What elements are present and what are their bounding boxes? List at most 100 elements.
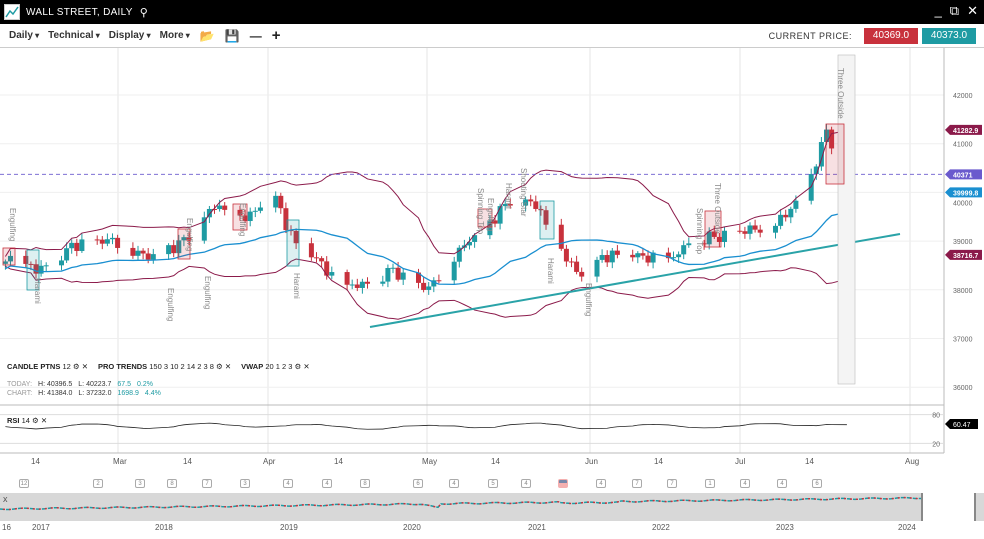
menu-daily[interactable]: Daily [9, 30, 39, 41]
candle-up [252, 210, 258, 212]
price-marker [945, 124, 982, 135]
close-icon[interactable]: ✕ [81, 362, 88, 371]
pattern-highlight [477, 208, 493, 228]
event-badge[interactable]: 7 [667, 479, 677, 488]
gear-icon[interactable]: ⚙ [72, 362, 80, 371]
event-badge[interactable]: 3 [135, 479, 145, 488]
popout-icon[interactable]: ⧉ [949, 3, 960, 18]
navigator-window-handle[interactable] [921, 493, 976, 521]
candle-up [104, 239, 110, 244]
indicator-params: 14 [21, 416, 30, 425]
event-badge[interactable]: 4 [283, 479, 293, 488]
candle-up [788, 208, 794, 218]
flag-icon[interactable] [558, 479, 568, 488]
stats-chart: CHART: H: 41384.0 L: 37232.0 1698.9 4.4% [7, 390, 167, 397]
event-badge[interactable]: 6 [413, 479, 423, 488]
pattern-highlight [539, 200, 555, 240]
candle-up [671, 257, 676, 259]
ask-price-button[interactable]: 40373.0 [922, 28, 976, 44]
event-badge[interactable]: 2 [93, 479, 103, 488]
candle-up [472, 235, 478, 242]
event-badge[interactable]: 8 [360, 479, 370, 488]
event-badge[interactable]: 4 [740, 479, 750, 488]
price-chart[interactable]: 42000 41000 40000 39000 38000 37000 36000 Engul… [0, 48, 984, 493]
gear-icon[interactable]: ⚙ [294, 362, 302, 371]
minimize-icon[interactable]: _ [934, 3, 942, 18]
candle-up [380, 281, 386, 284]
navigator[interactable]: x [0, 493, 984, 521]
close-icon[interactable]: ✕ [967, 3, 978, 18]
x-tick-label: 14 [183, 457, 192, 466]
candle-up [181, 237, 187, 241]
candle-up [497, 206, 503, 224]
candle-up [722, 230, 727, 242]
search-icon[interactable]: ⚲ [139, 6, 148, 19]
candle-patterns-legend: CANDLE PTNS 12 ⚙ ✕ [7, 362, 88, 371]
chart-logo-icon [4, 4, 20, 20]
candle-down [395, 267, 401, 280]
event-badge[interactable]: 4 [777, 479, 787, 488]
zoom-out-icon[interactable]: — [249, 28, 262, 43]
candle-down [293, 230, 299, 244]
event-badge[interactable]: 7 [202, 479, 212, 488]
bid-price-button[interactable]: 40369.0 [864, 28, 918, 44]
stats-today: TODAY: H: 40396.5 L: 40223.7 67.5 0.2% [7, 381, 159, 388]
candle-up [206, 208, 212, 218]
close-icon[interactable]: ✕ [224, 362, 232, 371]
pattern-label: Spinning Top [476, 188, 485, 235]
event-badge[interactable]: 7 [632, 479, 642, 488]
candle-down [28, 263, 34, 265]
stat-change: 1698.9 [117, 390, 139, 397]
candle-down [130, 247, 136, 256]
event-badge[interactable]: 3 [240, 479, 250, 488]
bollinger-upper [4, 130, 847, 257]
event-badge[interactable]: 1 [705, 479, 715, 488]
candle-up [635, 253, 641, 258]
pattern-label: Engulfing [8, 208, 17, 241]
candle-down [563, 248, 569, 262]
candle-down [354, 284, 360, 288]
candle-up [813, 166, 819, 175]
candle-down [533, 201, 539, 209]
candle-up [599, 255, 605, 260]
save-icon[interactable]: 💾 [224, 28, 240, 43]
y-tick-label: 36000 [953, 385, 973, 392]
navigator-close-button[interactable]: x [3, 494, 8, 504]
pattern-label: Engulfing [185, 218, 194, 251]
event-badge[interactable]: 4 [449, 479, 459, 488]
pattern-label: Engulfing [166, 288, 175, 321]
navigator-overview [0, 496, 976, 511]
navigator-year-label: 2017 [32, 523, 50, 532]
candle-down [314, 257, 319, 259]
gear-icon[interactable]: ⚙ [216, 362, 223, 371]
event-badge[interactable]: 4 [521, 479, 531, 488]
x-tick-label: Jul [735, 457, 746, 466]
event-badge[interactable]: 4 [322, 479, 332, 488]
menu-technical[interactable]: Technical [48, 30, 100, 41]
event-badge[interactable]: 5 [488, 479, 498, 488]
y-tick-label: 39000 [953, 239, 973, 246]
stat-high: H: 40396.5 [38, 381, 73, 388]
indicator-name: PRO TRENDS [98, 362, 148, 371]
candle-up [456, 247, 462, 262]
event-badge[interactable]: 6 [812, 479, 822, 488]
price-marker-label: 41282.9 [953, 128, 978, 135]
candle-up [150, 254, 156, 260]
close-icon[interactable]: ✕ [303, 362, 310, 371]
zoom-in-icon[interactable]: + [271, 27, 281, 44]
x-tick-label: Mar [113, 457, 127, 466]
menu-more[interactable]: More [160, 30, 190, 41]
y-tick-label: 41000 [953, 142, 973, 149]
event-badge[interactable]: 4 [596, 479, 606, 488]
indicator-params: 150 3 10 2 14 2 3 8 [149, 362, 214, 371]
candle-down [115, 237, 121, 248]
event-badge[interactable]: 12 [19, 479, 29, 488]
gear-icon[interactable]: ⚙ [32, 416, 39, 425]
y-tick-label: 38000 [953, 288, 973, 295]
candle-up [773, 225, 778, 233]
event-badge[interactable]: 8 [167, 479, 177, 488]
folder-open-icon[interactable]: 📂 [199, 28, 215, 43]
trend-line[interactable] [369, 233, 901, 328]
menu-display[interactable]: Display [109, 30, 151, 41]
close-icon[interactable]: ✕ [40, 416, 48, 425]
